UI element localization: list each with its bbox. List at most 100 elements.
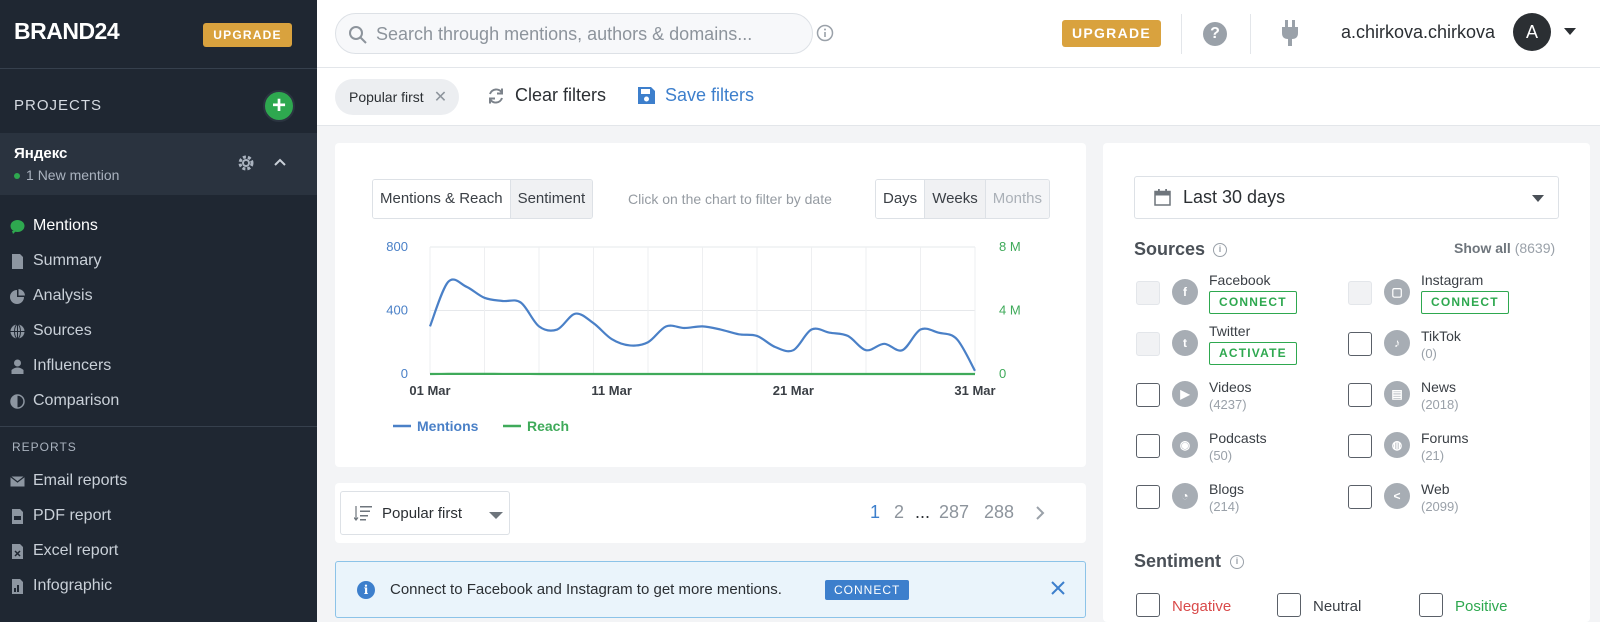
show-all-link[interactable]: Show all (8639) [1454, 240, 1555, 256]
nav-email-reports[interactable]: Email reports [10, 469, 127, 493]
info-icon[interactable]: i [1213, 243, 1227, 257]
facebook-icon: f [1172, 279, 1198, 305]
facebook-connect-button[interactable]: CONNECT [1209, 291, 1297, 314]
date-range-dropdown[interactable]: Last 30 days [1134, 176, 1559, 219]
save-filters-label: Save filters [665, 85, 755, 105]
sort-dropdown[interactable]: Popular first [340, 491, 510, 535]
news-checkbox[interactable] [1348, 383, 1372, 407]
page-288[interactable]: 288 [984, 502, 1015, 522]
nav-influencers[interactable]: Influencers [10, 354, 111, 378]
filter-chip[interactable]: Popular first ✕ [335, 79, 460, 115]
sources-title: Sources [1134, 239, 1206, 259]
help-icon[interactable]: ? [1203, 22, 1227, 46]
source-name: Blogs [1209, 481, 1245, 497]
nav-summary[interactable]: Summary [10, 249, 101, 273]
page-287[interactable]: 287 [939, 502, 970, 522]
nav-pdf-report[interactable]: PDF report [10, 504, 111, 528]
x-tick: 21 Mar [773, 383, 814, 398]
chevron-up-icon[interactable] [272, 154, 288, 170]
info-icon[interactable] [816, 24, 834, 42]
brand-logo[interactable]: BRAND24 [14, 18, 120, 44]
page-2[interactable]: 2 [894, 502, 905, 522]
divider [1250, 14, 1251, 54]
filter-bar: Popular first ✕ Clear filters Save filte… [317, 68, 1600, 126]
mention-count: 1 [26, 167, 34, 183]
new-mention-badge: 1 New mention [14, 167, 119, 183]
search-box[interactable] [335, 13, 813, 54]
chart-type-tabs: Mentions & Reach Sentiment [372, 179, 594, 219]
x-tick: 31 Mar [954, 383, 995, 398]
play-icon: ▶ [1172, 381, 1198, 407]
web-checkbox[interactable] [1348, 485, 1372, 509]
positive-checkbox[interactable] [1419, 593, 1443, 617]
search-input[interactable] [376, 22, 796, 46]
calendar-icon [1154, 189, 1171, 206]
tiktok-checkbox[interactable] [1348, 332, 1372, 356]
save-filters-button[interactable]: Save filters [638, 85, 754, 106]
nav-sources[interactable]: Sources [10, 319, 92, 343]
sentiment-positive: Positive [1455, 598, 1508, 615]
source-name: Twitter [1209, 323, 1251, 339]
instagram-checkbox [1348, 281, 1372, 305]
blogs-checkbox[interactable] [1136, 485, 1160, 509]
upgrade-button[interactable]: UPGRADE [1062, 20, 1161, 47]
chevron-right-icon[interactable] [1035, 505, 1045, 521]
y-tick-left: 0 [401, 366, 408, 381]
sort-list-icon [354, 506, 372, 521]
page-1[interactable]: 1 [870, 502, 881, 522]
plug-icon[interactable] [1280, 20, 1300, 46]
excel-icon [12, 543, 23, 559]
tab-weeks[interactable]: Weeks [925, 180, 986, 218]
videos-checkbox[interactable] [1136, 383, 1160, 407]
close-icon[interactable] [1049, 579, 1067, 597]
add-project-button[interactable]: + [263, 90, 295, 122]
nav-label: Comparison [33, 392, 120, 409]
chevron-down-icon [489, 512, 503, 519]
document-icon [12, 253, 23, 269]
sentiment-negative: Negative [1172, 598, 1232, 615]
twitter-activate-button[interactable]: ACTIVATE [1209, 342, 1297, 365]
project-item[interactable]: Яндекс 1 New mention [0, 133, 317, 195]
sidebar-upgrade-button[interactable]: UPGRADE [203, 23, 292, 47]
nav-comparison[interactable]: Comparison [10, 389, 119, 413]
divider [1181, 14, 1182, 54]
nav-label: Influencers [33, 357, 112, 374]
instagram-connect-button[interactable]: CONNECT [1421, 291, 1509, 314]
chart-hint: Click on the chart to filter by date [628, 191, 832, 207]
neutral-checkbox[interactable] [1277, 593, 1301, 617]
source-name: Instagram [1421, 272, 1484, 288]
y-tick-right: 0 [999, 366, 1006, 381]
tab-months[interactable]: Months [985, 180, 1049, 218]
tab-sentiment[interactable]: Sentiment [510, 180, 593, 218]
negative-checkbox[interactable] [1136, 593, 1160, 617]
chevron-down-icon[interactable] [1564, 28, 1576, 35]
refresh-icon [489, 87, 503, 104]
nav-label: Sources [33, 322, 92, 339]
tab-days[interactable]: Days [876, 180, 926, 218]
connect-button[interactable]: CONNECT [825, 580, 910, 600]
gear-icon[interactable] [236, 153, 256, 173]
nav-label: Excel report [33, 542, 119, 559]
nav-excel-report[interactable]: Excel report [10, 539, 118, 563]
source-count: (2099) [1421, 499, 1459, 514]
avatar[interactable]: A [1513, 13, 1551, 51]
podcast-icon: ◉ [1172, 432, 1198, 458]
close-icon[interactable]: ✕ [433, 89, 448, 106]
legend-label: Reach [527, 418, 569, 434]
nav-label: Summary [33, 252, 102, 269]
info-icon[interactable]: i [1230, 555, 1244, 569]
legend-label: Mentions [417, 418, 479, 434]
username[interactable]: a.chirkova.chirkova [1341, 22, 1496, 42]
nav-infographic[interactable]: Infographic [10, 574, 112, 598]
nav-analysis[interactable]: Analysis [10, 284, 93, 308]
nav-mentions[interactable]: Mentions [10, 214, 98, 238]
tab-mentions-reach[interactable]: Mentions & Reach [373, 180, 511, 218]
forums-checkbox[interactable] [1348, 434, 1372, 458]
podcasts-checkbox[interactable] [1136, 434, 1160, 458]
pie-chart-icon [10, 288, 25, 304]
y-tick-right: 8 M [999, 239, 1021, 254]
status-dot [14, 173, 20, 180]
period-tabs: Days Weeks Months [875, 179, 1050, 219]
clear-filters-button[interactable]: Clear filters [487, 85, 606, 106]
